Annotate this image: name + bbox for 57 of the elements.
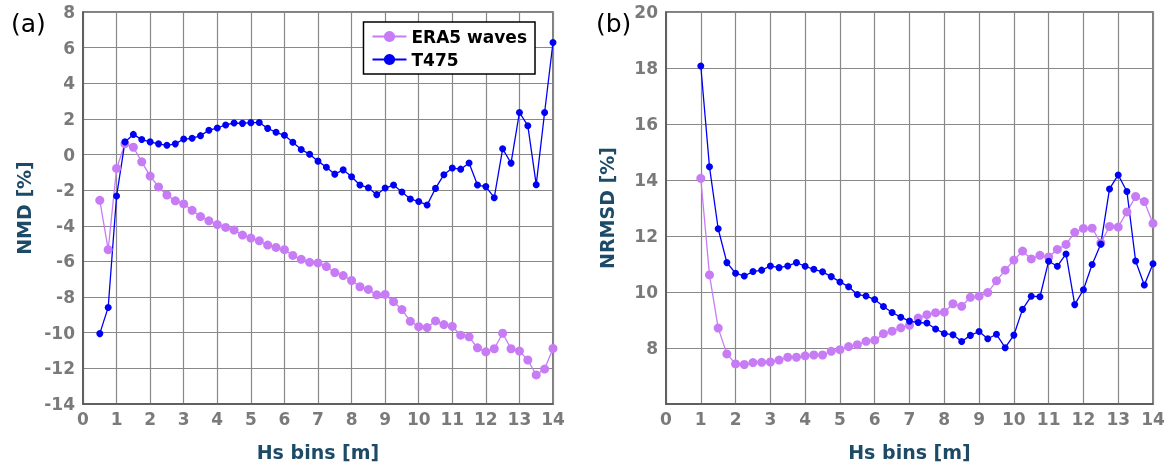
y-tick-label: 6 (63, 37, 75, 58)
x-tick-label: 8 (345, 408, 358, 429)
x-axis-title: Hs bins [m] (256, 440, 380, 463)
y-tick-label: 14 (634, 170, 659, 190)
x-tick-label: 9 (379, 408, 392, 429)
x-tick-label: 13 (507, 408, 532, 429)
y-tick-label: 8 (646, 338, 658, 358)
x-tick-label: 0 (77, 408, 90, 429)
y-tick-label: 8 (63, 2, 75, 22)
x-axis-title: Hs bins [m] (848, 440, 971, 463)
y-tick-label: -2 (56, 180, 75, 201)
y-tick-label: -8 (56, 287, 75, 308)
x-tick-label: 11 (1036, 408, 1061, 429)
chart-title: (b) (596, 9, 632, 38)
x-tick-label: 14 (541, 408, 565, 429)
y-tick-label: -12 (44, 358, 75, 379)
y-tick-label: 12 (634, 226, 658, 246)
x-tick-label: 3 (177, 408, 190, 429)
y-tick-label: -4 (56, 215, 76, 236)
x-tick-label: 4 (799, 408, 812, 429)
x-tick-label: 9 (973, 408, 985, 429)
x-tick-label: 4 (211, 408, 224, 429)
legend-label: T475 (411, 49, 459, 70)
y-tick-label: 10 (634, 282, 659, 302)
x-tick-label: 5 (244, 408, 257, 429)
y-axis-title: NMD [%] (12, 161, 35, 255)
x-tick-label: 6 (868, 408, 881, 429)
x-tick-label: 3 (764, 408, 777, 429)
y-tick-label: 2 (63, 108, 75, 129)
x-tick-label: 8 (938, 408, 951, 429)
x-tick-label: 6 (278, 408, 291, 429)
x-tick-label: 7 (312, 408, 324, 429)
y-tick-label: 16 (634, 114, 658, 134)
x-tick-label: 2 (144, 408, 157, 429)
y-tick-label: 4 (63, 73, 76, 94)
legend-label: ERA5 waves (411, 26, 527, 47)
x-tick-label: 13 (1106, 408, 1131, 429)
y-tick-label: 20 (634, 2, 659, 22)
x-tick-label: 10 (406, 408, 431, 429)
y-tick-label: 18 (634, 58, 658, 78)
x-tick-label: 7 (903, 408, 916, 429)
x-tick-label: 12 (474, 408, 498, 429)
y-axis-title: NRMSD [%] (595, 147, 618, 269)
x-tick-label: 1 (694, 408, 707, 429)
x-tick-label: 0 (660, 408, 673, 429)
chart-title: (a) (11, 9, 46, 38)
x-tick-label: 14 (1141, 408, 1165, 429)
x-tick-label: 10 (1002, 408, 1026, 429)
x-tick-label: 12 (1071, 408, 1096, 429)
y-tick-label: -6 (56, 251, 75, 272)
x-tick-label: 5 (834, 408, 846, 429)
x-tick-label: 2 (729, 408, 742, 429)
x-tick-label: 11 (440, 408, 465, 429)
y-tick-label: 0 (63, 144, 76, 165)
x-tick-label: 1 (110, 408, 123, 429)
y-tick-label: -10 (44, 322, 76, 343)
y-tick-label: -14 (44, 394, 76, 414)
